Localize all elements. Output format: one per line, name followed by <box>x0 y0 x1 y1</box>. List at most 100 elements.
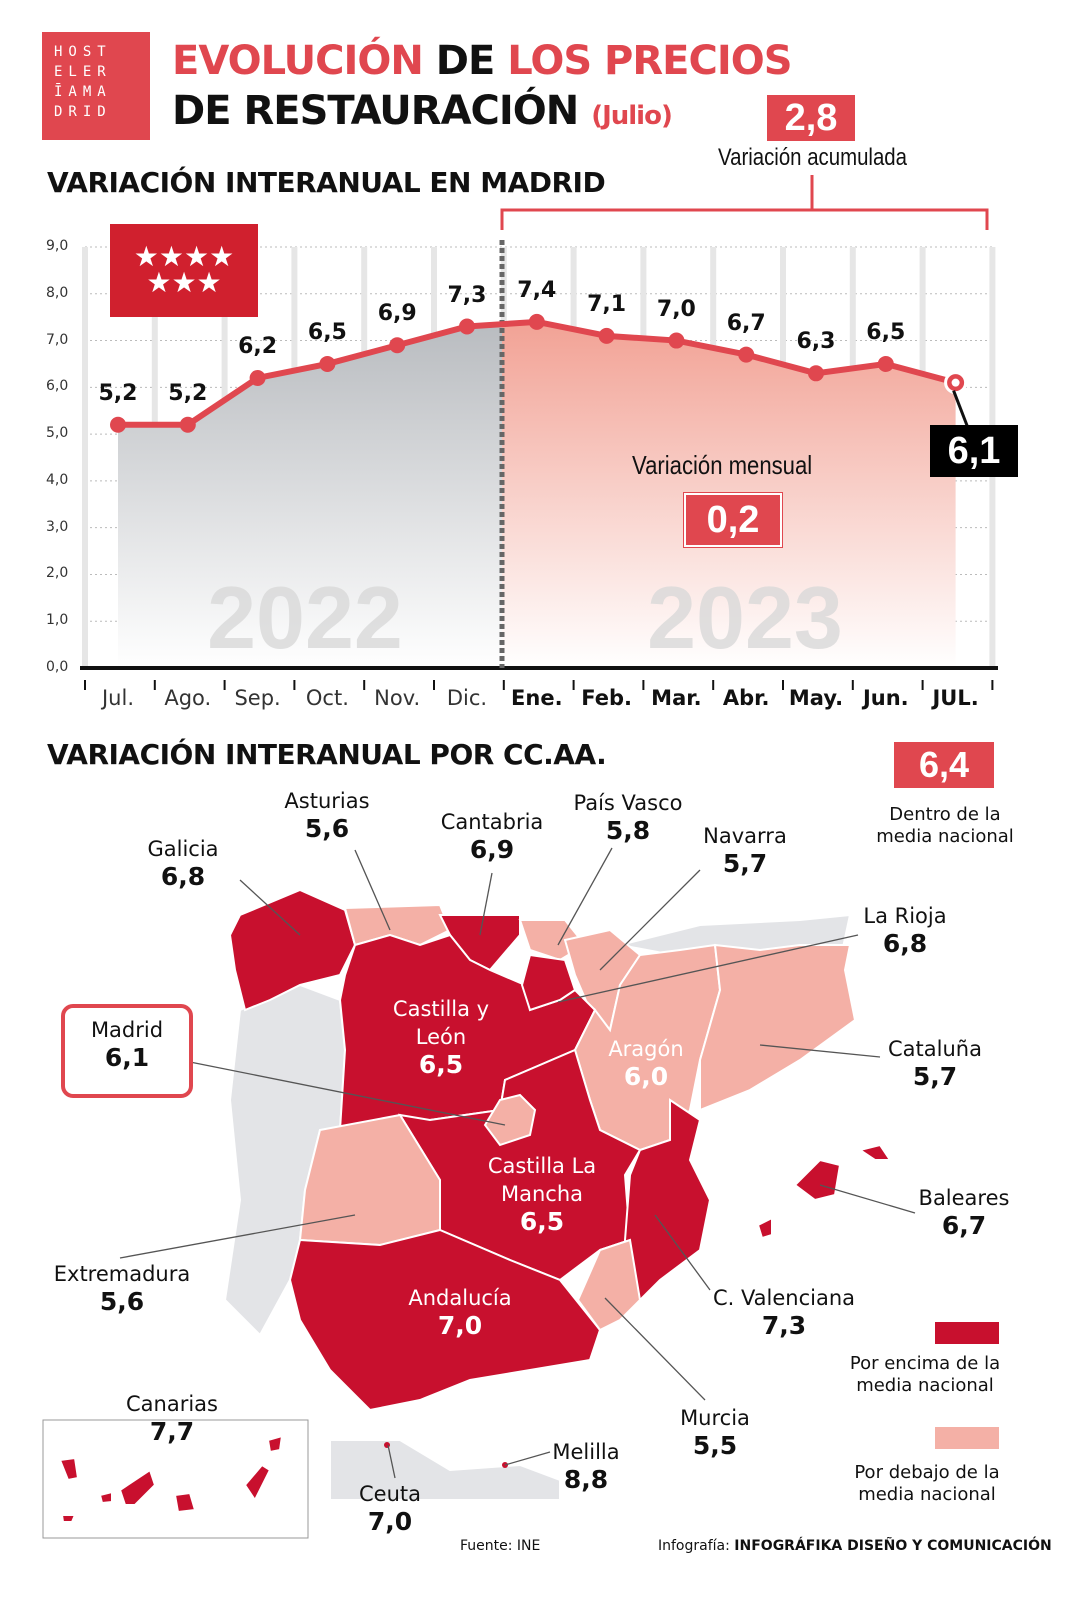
region-label: Murcia 5,5 <box>615 1404 815 1460</box>
y-tick-label: 3,0 <box>46 518 69 535</box>
map-region-can1 <box>58 1456 80 1482</box>
leader-line <box>189 1061 506 1126</box>
leader-line <box>557 934 859 1003</box>
map-region-can6 <box>266 1434 284 1454</box>
map-region-can4 <box>173 1491 197 1514</box>
region-label: Navarra 5,7 <box>645 822 845 878</box>
credit-name: INFOGRÁFIKA DISEÑO Y COMUNICACIÓN <box>734 1538 1052 1554</box>
map-region-can2 <box>98 1490 113 1505</box>
x-tick-label: Feb. <box>581 686 632 710</box>
region-name: Castilla La Mancha <box>487 1154 597 1206</box>
callout-line <box>952 390 970 429</box>
region-label: Melilla 8,8 <box>486 1438 686 1494</box>
map-region-mallorca <box>793 1158 842 1202</box>
x-tick-label: Mar. <box>651 686 702 710</box>
leader-line <box>759 1044 881 1058</box>
madrid-flag-icon: ★★★★ ★★★ <box>110 224 258 317</box>
logo-line: HOST <box>54 44 112 60</box>
region-value: 5,7 <box>912 1062 958 1091</box>
map-region-can7 <box>60 1514 77 1523</box>
accumulated-label: Variación acumulada <box>718 144 908 171</box>
y-tick-label: 9,0 <box>46 238 69 254</box>
region-value: 7,7 <box>149 1417 195 1446</box>
leader-line <box>504 1451 551 1466</box>
canarias-inset <box>42 1419 309 1539</box>
map-region-cataluna <box>699 943 857 1112</box>
region-name: Murcia <box>680 1406 750 1430</box>
accumulated-value: 2,8 <box>767 95 855 141</box>
title-line-1: EVOLUCIÓN DE LOS PRECIOS <box>172 38 793 84</box>
label-line: media nacional <box>856 1375 994 1396</box>
data-point <box>528 313 545 330</box>
x-tick-label: May. <box>788 686 844 710</box>
region-label: Madrid 6,1 <box>27 1016 227 1072</box>
region-value: 5,6 <box>99 1287 145 1316</box>
national-value: 6,4 <box>894 742 994 788</box>
region-name: Navarra <box>703 824 787 848</box>
data-label: 5,2 <box>98 380 138 406</box>
region-value: 8,8 <box>563 1465 609 1494</box>
data-label: 7,4 <box>517 277 557 303</box>
region-value: 7,0 <box>437 1311 483 1340</box>
data-label: 6,7 <box>726 310 766 336</box>
region-value: 5,7 <box>722 849 768 878</box>
hosteleria-madrid-logo: HOST ELER ĪAMA DRID <box>42 32 150 140</box>
region-value: 6,1 <box>104 1043 150 1072</box>
region-name: Cataluña <box>888 1037 982 1061</box>
title-part: EVOLUCIÓN <box>172 38 424 84</box>
data-label: 6,2 <box>238 333 278 359</box>
leader-line <box>119 1214 356 1259</box>
y-tick-label: 0,0 <box>46 659 69 675</box>
region-name: La Rioja <box>863 904 947 928</box>
data-point <box>110 416 126 433</box>
map-region-can3 <box>118 1468 157 1506</box>
legend-below-swatch <box>935 1427 999 1449</box>
data-point <box>249 369 266 386</box>
monthly-label: Variación mensual <box>632 450 813 480</box>
data-point <box>877 355 894 372</box>
data-label: 6,3 <box>796 329 836 355</box>
title-part: DE <box>435 38 496 84</box>
region-label: Canarias 7,7 <box>72 1390 272 1446</box>
region-label: La Rioja 6,8 <box>805 902 1005 958</box>
region-label: Galicia 6,8 <box>83 835 283 891</box>
region-name: Castilla y León <box>392 997 490 1049</box>
data-label: 6,5 <box>307 319 347 345</box>
map-region-africa <box>329 1439 561 1501</box>
region-label: Ceuta 7,0 <box>290 1480 490 1536</box>
region-value: 7,3 <box>761 1311 807 1340</box>
credit: Infografía: INFOGRÁFIKA DISEÑO Y COMUNIC… <box>658 1538 1052 1554</box>
region-label: Cataluña 5,7 <box>835 1035 1035 1091</box>
label-line: media nacional <box>858 1484 996 1505</box>
x-tick-label: Abr. <box>722 686 770 710</box>
data-label: 7,0 <box>656 296 696 322</box>
region-label: Extremadura 5,6 <box>22 1260 222 1316</box>
region-value: 6,9 <box>469 835 515 864</box>
data-label: 7,3 <box>447 282 487 308</box>
leader-line <box>387 1444 396 1479</box>
data-point <box>738 346 755 363</box>
region-name: Madrid <box>90 1018 164 1042</box>
region-name: C. Valenciana <box>712 1286 856 1310</box>
chart-title: VARIACIÓN INTERANUAL EN MADRID <box>47 166 606 199</box>
data-point <box>808 365 824 382</box>
leader-line <box>604 1297 706 1401</box>
region-name: Extremadura <box>53 1262 191 1286</box>
label-line: media nacional <box>876 826 1014 847</box>
current-value-badge: 6,1 <box>930 425 1018 477</box>
title-part: DE RESTAURACIÓN <box>172 88 579 134</box>
data-label: 7,1 <box>587 291 627 317</box>
map-title: VARIACIÓN INTERANUAL POR CC.AA. <box>47 738 607 771</box>
national-label: Dentro de la media nacional <box>850 804 1040 848</box>
region-name: Cantabria <box>440 810 544 834</box>
y-tick-label: 5,0 <box>46 425 69 442</box>
region-value: 7,0 <box>367 1507 413 1536</box>
title-sub: (Julio) <box>591 101 673 131</box>
data-point <box>668 332 685 349</box>
region-name: Asturias <box>284 789 370 813</box>
title-part: LOS PRECIOS <box>507 38 792 84</box>
leader-line <box>239 879 301 936</box>
x-tick-label: Nov. <box>374 686 421 710</box>
label-line: Por debajo de la <box>854 1462 1000 1483</box>
